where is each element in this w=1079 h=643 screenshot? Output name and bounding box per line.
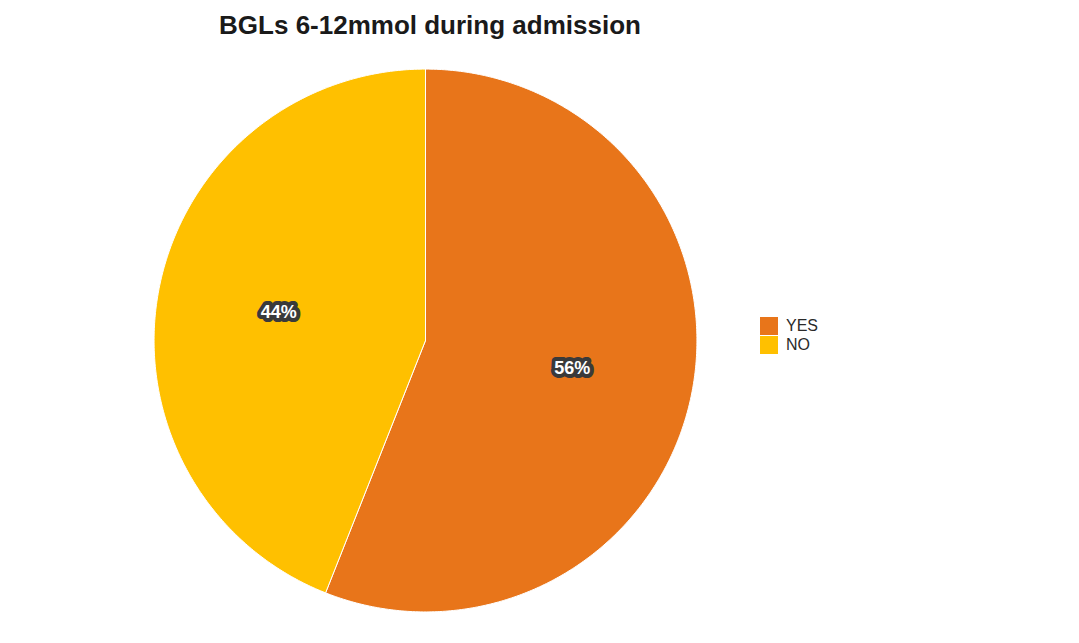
html-text:YES: YES: [786, 317, 818, 334]
html-text:BGLs 6-12mmol during admission: BGLs 6-12mmol during admission: [219, 10, 641, 40]
html-text:NO: NO: [786, 336, 810, 353]
svg-text:44%: 44%: [261, 302, 297, 322]
svg-text:56%: 56%: [554, 358, 590, 378]
